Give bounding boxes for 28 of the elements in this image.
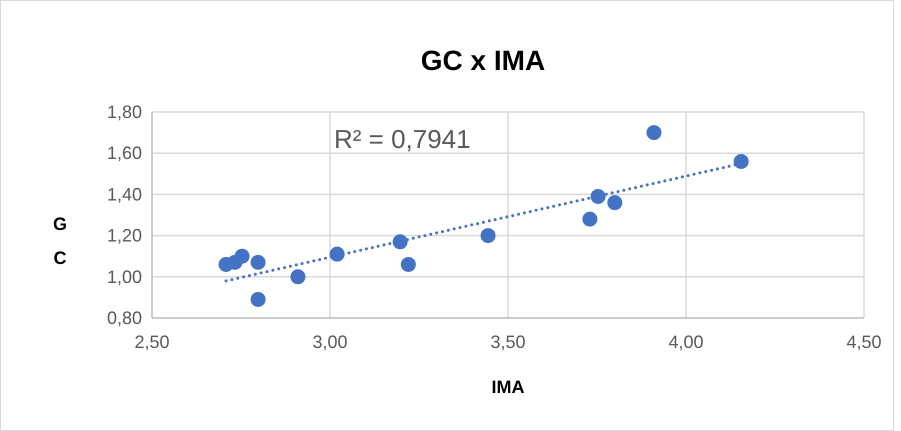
x-tick-label: 3,50 xyxy=(490,332,526,352)
annotation: R² = 0,7941 xyxy=(334,124,471,154)
y-tick-label: 0,80 xyxy=(106,308,142,328)
y-tick-label: 1,20 xyxy=(106,226,142,246)
x-tick-label: 2,50 xyxy=(134,332,170,352)
y-tick-label: 1,00 xyxy=(106,266,142,287)
point xyxy=(582,212,598,227)
point xyxy=(734,154,749,169)
y-tick-label: 1,80 xyxy=(106,102,142,122)
point xyxy=(646,125,662,140)
chart-title: GC x IMA xyxy=(420,45,546,76)
point xyxy=(400,256,416,272)
point xyxy=(480,228,496,244)
point xyxy=(392,234,408,250)
point xyxy=(290,269,306,284)
point xyxy=(607,195,622,210)
x-tick-label: 4,50 xyxy=(846,332,882,352)
y-tick-label: 1,40 xyxy=(106,184,142,204)
point xyxy=(250,254,266,270)
point xyxy=(234,248,250,264)
point xyxy=(250,292,266,307)
point xyxy=(590,188,606,204)
point xyxy=(330,246,345,262)
y-tick-label: 1,60 xyxy=(106,143,142,164)
x-axis-title: IMA xyxy=(492,377,524,397)
y-axis-title: GC xyxy=(52,214,68,268)
x-tick-label: 3,00 xyxy=(312,332,348,352)
x-tick-label: 4,00 xyxy=(668,332,704,352)
